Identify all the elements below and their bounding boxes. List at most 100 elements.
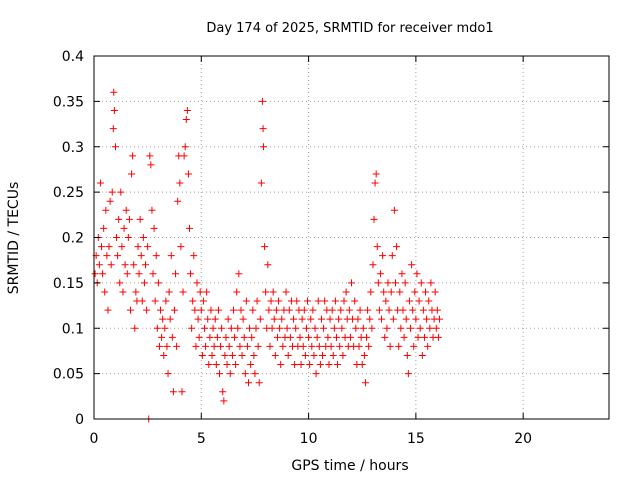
- grid: [94, 56, 609, 419]
- data-point: [358, 361, 366, 369]
- y-tick-label: 0.4: [62, 49, 84, 65]
- data-point: [227, 324, 235, 332]
- data-point: [381, 333, 389, 341]
- data-point: [320, 324, 328, 332]
- data-point: [210, 342, 218, 350]
- data-point: [319, 351, 327, 359]
- data-point: [122, 206, 130, 214]
- data-point: [106, 197, 114, 205]
- data-point: [390, 206, 398, 214]
- data-point: [372, 170, 380, 178]
- data-point: [276, 324, 284, 332]
- data-point: [416, 324, 424, 332]
- data-point: [256, 315, 264, 323]
- data-point: [264, 261, 272, 269]
- data-point: [149, 270, 157, 278]
- data-point: [168, 333, 176, 341]
- data-point: [433, 306, 441, 314]
- data-point: [125, 215, 133, 223]
- data-point: [305, 333, 313, 341]
- data-point: [286, 333, 294, 341]
- data-point: [100, 224, 108, 232]
- data-point: [325, 361, 333, 369]
- data-point: [140, 279, 148, 287]
- data-point: [379, 252, 387, 260]
- data-point: [203, 288, 211, 296]
- data-point: [246, 324, 254, 332]
- data-point: [160, 351, 168, 359]
- data-point: [400, 333, 408, 341]
- data-point: [243, 342, 251, 350]
- data-point: [355, 342, 363, 350]
- data-point: [254, 342, 262, 350]
- data-point: [422, 288, 430, 296]
- data-point: [136, 215, 144, 223]
- data-point: [234, 324, 242, 332]
- data-point: [169, 388, 177, 396]
- data-point: [147, 161, 155, 169]
- data-point: [255, 379, 263, 387]
- data-point: [311, 324, 319, 332]
- data-point: [121, 261, 129, 269]
- data-point: [197, 306, 205, 314]
- data-point: [370, 215, 378, 223]
- data-point: [340, 297, 348, 305]
- data-point: [242, 297, 250, 305]
- data-point: [189, 297, 197, 305]
- data-point: [306, 361, 314, 369]
- data-point: [361, 379, 369, 387]
- data-point: [310, 351, 318, 359]
- data-point: [409, 306, 417, 314]
- data-point: [236, 342, 244, 350]
- data-point: [201, 324, 209, 332]
- data-point: [375, 306, 383, 314]
- data-point: [170, 306, 178, 314]
- data-point: [431, 288, 439, 296]
- data-point: [193, 279, 201, 287]
- data-point: [367, 288, 375, 296]
- data-point: [212, 361, 220, 369]
- data-point: [178, 388, 186, 396]
- y-tick-label: 0.15: [53, 276, 84, 292]
- data-point: [275, 297, 283, 305]
- data-point: [272, 306, 280, 314]
- data-point: [101, 288, 109, 296]
- data-point: [228, 351, 236, 359]
- data-point: [395, 342, 403, 350]
- x-tick-label: 0: [90, 431, 99, 447]
- data-point: [153, 324, 161, 332]
- data-point: [195, 333, 203, 341]
- data-point: [301, 351, 309, 359]
- data-point: [338, 324, 346, 332]
- data-points: [91, 88, 443, 423]
- data-point: [164, 370, 172, 378]
- data-point: [345, 306, 353, 314]
- data-point: [126, 306, 134, 314]
- data-point: [368, 324, 376, 332]
- data-point: [278, 315, 286, 323]
- y-axis-label: SRMTID / TECUs: [6, 182, 22, 295]
- data-point: [130, 261, 138, 269]
- data-point: [181, 143, 189, 151]
- data-point: [291, 361, 299, 369]
- data-point: [351, 297, 359, 305]
- data-point: [118, 243, 126, 251]
- data-point: [238, 351, 246, 359]
- data-point: [158, 333, 166, 341]
- data-point: [143, 306, 151, 314]
- data-point: [391, 279, 399, 287]
- data-point: [290, 315, 298, 323]
- data-point: [134, 243, 142, 251]
- data-point: [387, 288, 395, 296]
- data-point: [369, 261, 377, 269]
- data-point: [265, 306, 273, 314]
- data-point: [98, 243, 106, 251]
- data-point: [91, 270, 99, 278]
- data-point: [309, 306, 317, 314]
- data-point: [282, 288, 290, 296]
- data-point: [150, 224, 158, 232]
- data-point: [245, 379, 252, 387]
- data-point: [302, 324, 310, 332]
- data-point: [336, 342, 344, 350]
